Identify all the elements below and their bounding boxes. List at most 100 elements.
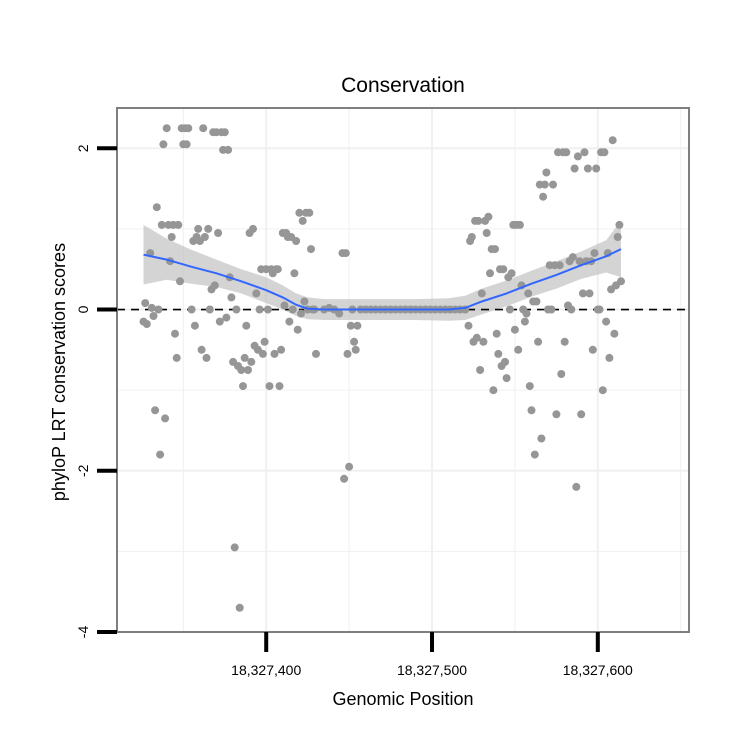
data-point [522, 309, 531, 318]
data-point [214, 229, 223, 237]
data-point [578, 289, 587, 298]
data-point [583, 164, 592, 173]
data-point [149, 312, 158, 320]
data-point [190, 321, 199, 330]
data-point [156, 450, 165, 459]
data-point [205, 305, 214, 314]
data-point [474, 216, 483, 225]
y-tick-label: -4 [75, 626, 91, 639]
data-point [200, 233, 209, 241]
x-tick-label: 18,327,600 [563, 662, 633, 678]
y-tick-label: -2 [75, 464, 91, 477]
data-point [147, 303, 156, 312]
data-point [562, 148, 571, 157]
data-point [494, 349, 503, 358]
data-point [540, 180, 549, 189]
data-point [224, 145, 233, 154]
data-point [482, 229, 491, 237]
data-point [171, 329, 179, 338]
data-point [580, 148, 589, 157]
data-point [560, 337, 569, 346]
data-point [161, 414, 170, 423]
data-point [290, 269, 299, 278]
data-point [507, 269, 516, 278]
data-point [275, 382, 284, 391]
data-point [237, 366, 246, 374]
data-point [514, 345, 523, 354]
data-point [307, 245, 315, 254]
data-point [220, 128, 229, 137]
data-point [244, 366, 252, 374]
panel-background [117, 108, 689, 632]
data-point [141, 299, 150, 308]
data-point [568, 253, 577, 262]
data-point [555, 261, 564, 270]
data-point [590, 249, 599, 258]
data-point [174, 220, 183, 229]
data-point [613, 233, 622, 241]
panel-border [116, 107, 690, 633]
y-tick-label: 2 [75, 144, 91, 152]
data-point [292, 237, 301, 245]
data-point [288, 305, 297, 314]
data-point [162, 124, 171, 133]
data-point [340, 474, 349, 483]
data-point [142, 320, 151, 328]
data-points [139, 124, 625, 612]
data-point [247, 357, 256, 366]
data-point [235, 603, 244, 612]
data-point [602, 317, 611, 326]
data-point [293, 325, 302, 334]
data-point [573, 152, 582, 161]
data-point [472, 333, 481, 342]
data-point [305, 208, 314, 217]
data-point [255, 305, 264, 314]
data-point [240, 353, 249, 362]
data-point [570, 164, 579, 173]
data-point [501, 357, 509, 366]
data-point [285, 317, 294, 326]
data-point [312, 349, 320, 358]
data-point [479, 337, 488, 346]
data-point [515, 220, 524, 229]
y-axis-label: phyloP LRT conservation scores [49, 243, 69, 501]
data-point [154, 305, 163, 314]
data-point [615, 220, 624, 229]
data-point [572, 482, 581, 491]
data-point [467, 233, 476, 241]
data-point [598, 386, 607, 395]
data-point [182, 140, 191, 149]
chart-title: Conservation [341, 74, 465, 97]
data-point [215, 317, 224, 326]
data-point [476, 366, 485, 374]
data-point [486, 269, 494, 278]
data-point [199, 124, 208, 133]
data-point [585, 289, 594, 298]
data-point [525, 382, 534, 391]
data-point [194, 224, 203, 233]
data-point [510, 325, 519, 334]
data-point [263, 305, 272, 314]
smooth-trend-line [143, 248, 622, 311]
data-point [484, 212, 493, 221]
x-axis: 18,327,400 18,327,500 18,327,600 [231, 632, 633, 678]
data-point [489, 386, 498, 395]
data-point [230, 543, 239, 552]
data-point [345, 462, 354, 471]
data-point [159, 140, 168, 149]
data-point [242, 321, 251, 330]
data-point [204, 224, 213, 233]
x-tick-label: 18,327,500 [397, 662, 467, 678]
data-point [492, 329, 501, 338]
data-point [499, 265, 508, 274]
data-point [184, 124, 193, 133]
data-point [157, 220, 166, 229]
data-point [595, 305, 604, 314]
data-point [280, 301, 289, 310]
x-axis-label: Genomic Position [332, 689, 473, 709]
data-point [277, 345, 286, 354]
data-point [222, 313, 231, 322]
data-point [608, 136, 617, 145]
data-point [577, 410, 586, 419]
